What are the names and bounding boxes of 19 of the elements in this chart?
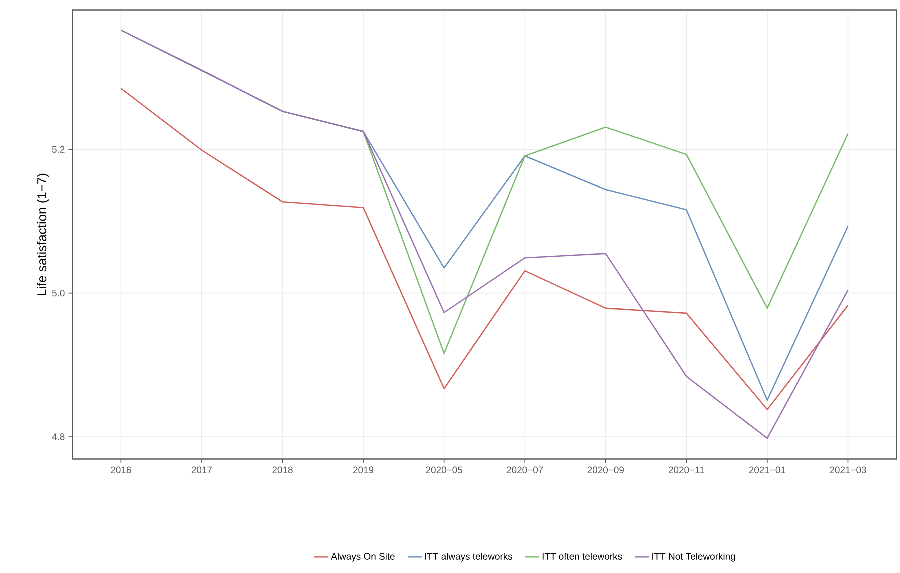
y-tick-label: 5.0 (52, 290, 65, 297)
y-tick-label: 5.2 (52, 146, 65, 154)
x-tick-label: 2018 (272, 466, 293, 474)
line-series (120, 88, 849, 410)
legend-label: ITT Not Teleworking (652, 552, 736, 562)
legend-label: ITT always teleworks (425, 552, 513, 562)
x-tick-label: 2020−07 (507, 466, 544, 474)
x-tick-label: 2021−03 (830, 466, 866, 474)
y-axis-title: Life satisfaction (1−7) (37, 174, 50, 296)
x-tick-label: 2017 (192, 466, 212, 474)
x-tick-label: 2019 (353, 466, 374, 474)
legend-label: ITT often teleworks (542, 552, 622, 560)
x-tick-label: 2020−05 (426, 466, 462, 474)
x-tick-label: 2016 (111, 466, 132, 474)
legend-label: Always On Site (331, 552, 395, 562)
y-tick-label: 4.8 (52, 434, 65, 440)
x-tick-label: 2021−01 (749, 466, 786, 474)
x-tick-label: 2020−11 (668, 466, 704, 474)
x-tick-label: 2020−09 (588, 466, 624, 474)
